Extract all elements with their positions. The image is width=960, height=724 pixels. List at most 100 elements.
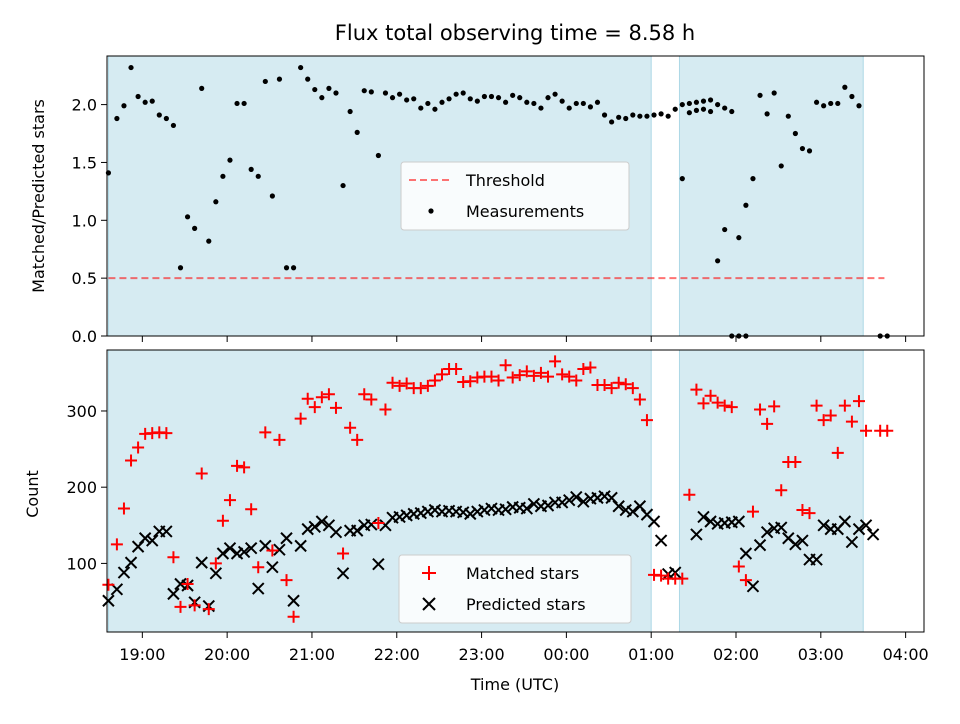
predicted-star-point	[287, 594, 300, 607]
matched-star-point	[563, 370, 576, 383]
predicted-star-point	[775, 521, 788, 534]
matched-star-point	[746, 505, 759, 518]
matched-star-point	[344, 421, 357, 434]
count-panel: 100 200 300 19:00 20:00 21:00 22:00 23:00 00:00…	[23, 349, 929, 694]
measurement-point	[411, 96, 417, 102]
predicted-star-point	[329, 525, 343, 539]
matched-star-point	[188, 599, 201, 612]
measurement-point	[658, 111, 664, 117]
measurement-point	[474, 98, 480, 104]
x-tick-label: 02:00	[713, 645, 759, 664]
measurement-point	[312, 86, 318, 93]
measurement-point	[665, 113, 671, 119]
count-legend: Matched stars Predicted stars	[398, 554, 632, 624]
predicted-star-point	[301, 522, 314, 536]
matched-star-point	[421, 379, 434, 392]
measurement-point	[715, 101, 721, 108]
count-panel-frame	[106, 349, 925, 633]
measurement-point	[856, 103, 862, 109]
matched-star-point	[775, 484, 788, 497]
matched-star-point	[577, 363, 590, 376]
matched-star-point	[209, 557, 222, 570]
ratio-y-tick-label: 1.0	[72, 211, 97, 230]
count-legend-box	[398, 554, 632, 624]
matched-star-point	[824, 409, 837, 422]
measurement-point	[170, 122, 177, 129]
measurement-point	[460, 90, 466, 96]
matched-star-point	[238, 461, 251, 474]
matched-star-point	[117, 502, 130, 515]
measurement-point	[538, 105, 544, 111]
measurement-point	[283, 265, 290, 271]
count-y-axis-label: Count	[23, 470, 42, 518]
ratio-legend-box	[400, 161, 630, 231]
measurement-point	[418, 105, 424, 111]
measurement-point	[396, 91, 403, 97]
predicted-star-point	[146, 534, 159, 547]
measurement-point	[785, 113, 791, 119]
predicted-star-point	[280, 532, 293, 545]
matched-star-point	[301, 392, 314, 405]
measurement-point	[616, 114, 622, 120]
observing-interval-band	[678, 349, 864, 633]
measurement-point	[693, 107, 700, 113]
measurement-point	[813, 99, 820, 105]
measurement-point	[163, 115, 169, 122]
predicted-star-point	[845, 535, 859, 549]
predicted-star-point	[216, 547, 230, 560]
matched-star-point	[605, 382, 618, 395]
matched-star-point	[852, 395, 865, 408]
measurement-point	[623, 115, 629, 122]
measurement-point	[446, 96, 452, 102]
measurement-point	[531, 100, 537, 107]
matched-star-point	[365, 393, 378, 406]
matched-star-point	[810, 399, 823, 412]
measurement-point	[375, 152, 381, 159]
matched-star-point	[789, 456, 802, 469]
measurement-point	[368, 89, 374, 95]
measurement-point	[255, 173, 261, 179]
matched-star-point	[732, 560, 745, 573]
matched-star-point	[633, 393, 646, 406]
predicted-star-point	[690, 528, 703, 541]
measurement-point	[778, 163, 784, 169]
measurement-point	[114, 115, 120, 122]
measurement-point	[722, 105, 728, 111]
matched-star-point	[556, 368, 569, 381]
measurement-point	[736, 235, 742, 241]
predicted-star-point	[570, 490, 583, 504]
measurement-point	[715, 258, 721, 264]
matched-star-point	[216, 514, 229, 527]
ratio-y-axis-label: Matched/Predicted stars	[29, 99, 48, 293]
measurement-point	[439, 99, 445, 105]
measurement-point	[835, 100, 841, 107]
predicted-star-point	[499, 503, 512, 516]
measurement-point	[213, 199, 219, 205]
measurement-point	[262, 78, 268, 85]
measurement-point	[545, 95, 551, 101]
matched-star-point	[245, 503, 258, 516]
matched-star-point	[273, 433, 286, 446]
measurement-point	[382, 90, 389, 96]
ratio-y-tick-label: 0.0	[72, 327, 97, 346]
measurement-point	[227, 157, 233, 163]
x-tick-label: 19:00	[119, 645, 165, 664]
matched-star-point	[358, 388, 371, 401]
predicted-star-point	[315, 515, 329, 528]
matched-star-point	[838, 399, 851, 412]
matched-star-point	[110, 538, 123, 551]
predicted-star-point	[520, 502, 534, 515]
x-tick-label: 01:00	[628, 645, 674, 664]
threshold-legend-label: Threshold	[465, 171, 545, 190]
measurement-point	[220, 173, 226, 179]
measurement-point	[821, 103, 827, 109]
matched-star-point	[860, 424, 873, 437]
measurement-point	[792, 130, 798, 137]
matched-star-point	[655, 569, 668, 582]
measurement-point	[517, 95, 523, 101]
predicted-star-point	[796, 534, 809, 547]
matched-star-point	[379, 403, 392, 416]
predicted-star-point	[563, 493, 576, 507]
ratio-y-tick-label: 1.5	[72, 153, 97, 172]
